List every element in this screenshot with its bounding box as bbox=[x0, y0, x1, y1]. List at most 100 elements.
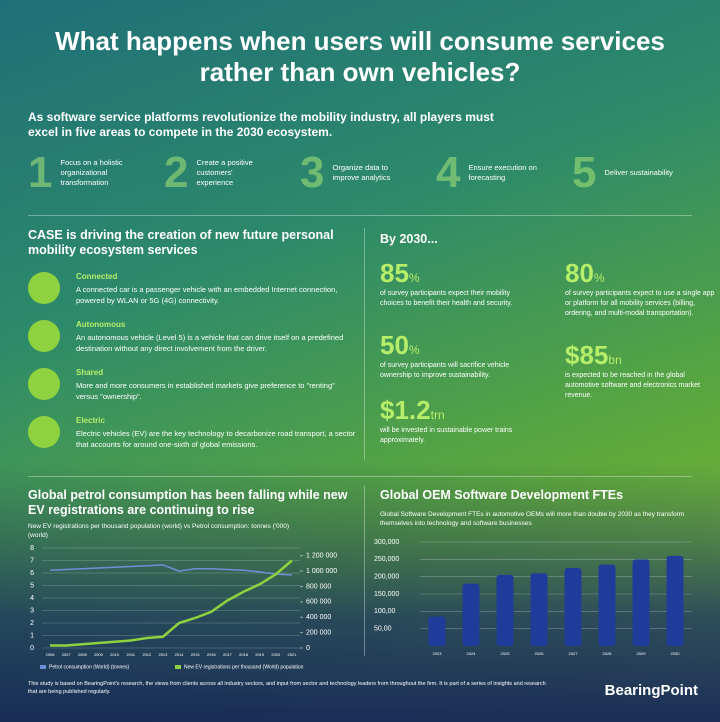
x-tick-label: 2017 bbox=[223, 652, 233, 657]
y2-tick-label: 400 000 bbox=[306, 614, 331, 621]
divider bbox=[28, 476, 692, 477]
y2-tick-label: 600 000 bbox=[306, 599, 331, 606]
y-tick-label: 7 bbox=[30, 557, 34, 564]
step-text: Ensure execution on forecasting bbox=[468, 163, 537, 182]
bar bbox=[632, 559, 650, 646]
stat-unit: trn bbox=[430, 408, 445, 422]
stat-figure: 50% bbox=[380, 330, 530, 361]
stat: 80% of survey participants expect to use … bbox=[565, 258, 715, 319]
legend-swatch bbox=[175, 665, 181, 669]
y-tick-label: 4 bbox=[30, 595, 34, 602]
stat-figure: $85bn bbox=[565, 340, 715, 371]
icon bbox=[28, 320, 60, 352]
bar bbox=[564, 568, 582, 646]
step-number: 4 bbox=[436, 148, 461, 197]
bar bbox=[666, 555, 684, 646]
y-tick-label: 100,00 bbox=[374, 608, 396, 615]
legend-label: Petrol consumption (World) (tonnes) bbox=[49, 664, 130, 670]
x-tick-label: 2006 bbox=[46, 652, 56, 657]
stat-value: 50 bbox=[380, 330, 409, 360]
y-tick-label: 5 bbox=[30, 582, 34, 589]
x-tick-label: 2010 bbox=[110, 652, 120, 657]
case-name: Connected bbox=[76, 272, 118, 281]
stat-unit: % bbox=[593, 271, 605, 285]
chart-title: Global petrol consumption has been falli… bbox=[28, 488, 348, 517]
step: 4 Ensure execution on forecasting bbox=[436, 148, 572, 198]
case-name: Shared bbox=[76, 368, 104, 377]
step: 1 Focus on a holistic organizational tran… bbox=[28, 148, 164, 198]
stat-value: $85 bbox=[565, 340, 609, 370]
title-wrap: What happens when users will consume ser… bbox=[40, 26, 680, 88]
stat-text: of survey participants expect their mobi… bbox=[380, 290, 513, 307]
chart-subtitle: New EV registrations per thousand popula… bbox=[28, 523, 290, 539]
bar bbox=[598, 564, 616, 646]
divider bbox=[28, 215, 692, 216]
divider bbox=[364, 486, 365, 656]
y2-tick-label: 1 200 000 bbox=[306, 553, 337, 560]
case-text: More and more consumers in established m… bbox=[76, 381, 335, 401]
x-tick-label: 2023 bbox=[433, 651, 443, 656]
series-line bbox=[50, 559, 293, 647]
x-tick-label: 2026 bbox=[535, 651, 545, 656]
x-tick-label: 2015 bbox=[191, 652, 201, 657]
step-text: Create a positive customers' experience bbox=[196, 158, 253, 187]
line-chart: 0 1 2 3 4 5 6 7 8 0 200 000 400 000 600 000 800 000 1 … bbox=[30, 545, 337, 670]
case-text: A connected car is a passenger vehicle w… bbox=[76, 285, 338, 305]
case-name: Autonomous bbox=[76, 320, 126, 329]
x-tick-label: 2012 bbox=[142, 652, 152, 657]
stat: $85bn is expected to be reached in the gl… bbox=[565, 340, 715, 401]
stat-figure: 85% bbox=[380, 258, 530, 289]
x-tick-label: 2007 bbox=[62, 652, 72, 657]
stat-text: is expected to be reached in the global … bbox=[565, 372, 701, 399]
x-tick-label: 2025 bbox=[501, 651, 511, 656]
bar-chart: 50,00 100,00 150,000 200,000 250,000 300,000 2… bbox=[374, 539, 692, 656]
stat: 50% of survey participants will sacrifice… bbox=[380, 330, 530, 381]
y2-tick-label: 800 000 bbox=[306, 583, 331, 590]
x-tick-label: 2011 bbox=[126, 652, 135, 657]
case-body: Shared More and more consumers in establi… bbox=[76, 368, 358, 402]
bar bbox=[462, 583, 480, 646]
stat-text: will be invested in sustainable power tr… bbox=[380, 427, 513, 444]
footer-note: This study is based on BearingPoint's re… bbox=[28, 681, 546, 695]
x-tick-label: 2024 bbox=[467, 651, 477, 656]
legend-label: New EV registrations per thousand (World… bbox=[184, 664, 304, 670]
step: 5 Deliver sustainability bbox=[572, 148, 708, 198]
stat-text: of survey participants expect to use a s… bbox=[565, 290, 715, 317]
y2-tick-label: 1 000 000 bbox=[306, 568, 337, 575]
subtitle: As software service platforms revolution… bbox=[28, 110, 494, 139]
case-list: Connected A connected car is a passenger … bbox=[28, 272, 358, 464]
x-tick-label: 2019 bbox=[255, 652, 265, 657]
chart-subtitle: Global Software Development FTEs in auto… bbox=[380, 511, 685, 527]
chart-title: Global OEM Software Development FTEs bbox=[380, 488, 624, 502]
x-tick-label: 2029 bbox=[637, 651, 647, 656]
x-tick-label: 2021 bbox=[287, 652, 297, 657]
y-tick-label: 200,000 bbox=[374, 574, 399, 581]
x-tick-label: 2014 bbox=[175, 652, 185, 657]
case-item: Autonomous An autonomous vehicle (Level 5… bbox=[28, 320, 358, 354]
y2-tick-label: 200 000 bbox=[306, 629, 331, 636]
x-tick-label: 2016 bbox=[207, 652, 217, 657]
x-tick-label: 2013 bbox=[158, 652, 168, 657]
divider bbox=[364, 228, 365, 460]
y-tick-label: 0 bbox=[30, 645, 34, 652]
series-line bbox=[50, 564, 292, 576]
logo: BearingPoint bbox=[604, 682, 698, 699]
step: 2 Create a positive customers' experience bbox=[164, 148, 300, 198]
icon bbox=[28, 416, 60, 448]
stat-value: 80 bbox=[565, 258, 594, 288]
y-tick-label: 8 bbox=[30, 545, 34, 552]
stat-value: 85 bbox=[380, 258, 409, 288]
x-tick-label: 2020 bbox=[271, 652, 281, 657]
stat: 85% of survey participants expect their m… bbox=[380, 258, 530, 309]
y-tick-label: 1 bbox=[30, 632, 34, 639]
legend-swatch bbox=[40, 665, 46, 669]
x-tick-label: 2008 bbox=[78, 652, 88, 657]
icon bbox=[28, 368, 60, 400]
step: 3 Organize data to improve analytics bbox=[300, 148, 436, 198]
case-text: An autonomous vehicle (Level 5) is a veh… bbox=[76, 333, 344, 353]
x-tick-label: 2028 bbox=[603, 651, 613, 656]
bar bbox=[496, 574, 514, 646]
case-body: Connected A connected car is a passenger … bbox=[76, 272, 358, 306]
step-text: Organize data to improve analytics bbox=[332, 163, 391, 182]
